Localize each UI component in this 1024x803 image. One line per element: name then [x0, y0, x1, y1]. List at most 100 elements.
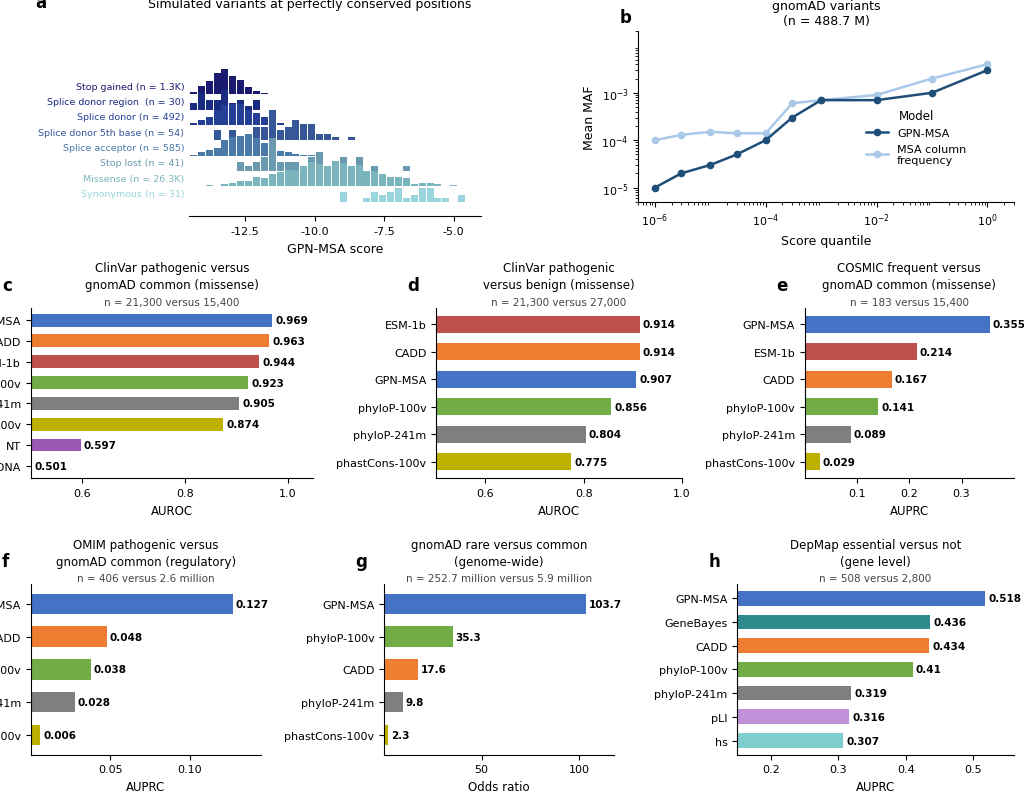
Bar — [261, 118, 268, 126]
Bar — [190, 426, 586, 443]
Bar — [276, 173, 284, 187]
Bar — [300, 167, 307, 187]
Bar — [395, 177, 402, 187]
Text: 35.3: 35.3 — [456, 632, 481, 642]
Bar — [805, 344, 916, 361]
Bar — [229, 104, 237, 111]
Text: 17.6: 17.6 — [421, 665, 447, 675]
Text: Splice donor (n = 492): Splice donor (n = 492) — [77, 113, 184, 122]
Bar — [285, 162, 292, 172]
Bar — [384, 594, 587, 614]
Bar — [190, 399, 611, 416]
Bar — [384, 725, 388, 745]
Text: 0.038: 0.038 — [94, 665, 127, 675]
Bar — [0, 439, 81, 452]
Bar — [206, 82, 213, 96]
Bar — [636, 615, 930, 630]
Title: ClinVar pathogenic
versus benign (missense): ClinVar pathogenic versus benign (missen… — [483, 262, 635, 291]
Bar — [348, 166, 354, 187]
MSA column
frequency — [870, 91, 883, 100]
Bar — [268, 174, 275, 187]
Text: 0.355: 0.355 — [992, 320, 1024, 330]
Bar — [276, 162, 284, 172]
Bar — [805, 454, 820, 471]
Bar — [300, 167, 307, 172]
Bar — [189, 92, 197, 96]
Bar — [245, 135, 252, 157]
X-axis label: AUROC: AUROC — [538, 504, 581, 517]
Bar — [316, 153, 323, 172]
Text: Splice donor region  (n = 30): Splice donor region (n = 30) — [47, 98, 184, 107]
Text: 0.944: 0.944 — [262, 357, 295, 367]
GPN-MSA — [815, 96, 827, 106]
Bar — [387, 177, 394, 187]
Bar — [384, 626, 453, 647]
MSA column
frequency — [981, 60, 993, 70]
Text: 0.804: 0.804 — [589, 430, 622, 440]
Text: n = 508 versus 2,800: n = 508 versus 2,800 — [819, 573, 932, 584]
Bar — [293, 155, 299, 157]
Bar — [238, 162, 244, 172]
Bar — [0, 397, 239, 410]
Bar — [190, 316, 640, 333]
Bar — [285, 171, 292, 187]
Bar — [238, 138, 244, 141]
Text: 0.914: 0.914 — [643, 347, 676, 357]
Bar — [238, 100, 244, 111]
Bar — [206, 151, 213, 157]
Bar — [324, 134, 331, 141]
Bar — [229, 104, 237, 126]
Bar — [214, 112, 220, 126]
Bar — [221, 70, 228, 96]
Bar — [198, 88, 205, 96]
Bar — [198, 94, 205, 111]
Bar — [419, 184, 426, 187]
Text: n = 183 versus 15,400: n = 183 versus 15,400 — [850, 297, 969, 308]
Title: DepMap essential versus not
(gene level): DepMap essential versus not (gene level) — [790, 538, 962, 568]
Title: ClinVar pathogenic versus
gnomAD common (missense): ClinVar pathogenic versus gnomAD common … — [85, 262, 259, 291]
Bar — [253, 100, 260, 111]
Bar — [293, 171, 299, 187]
Bar — [364, 199, 371, 202]
Bar — [308, 124, 315, 141]
Bar — [268, 139, 275, 172]
Text: f: f — [2, 552, 9, 571]
Legend: GPN-MSA, MSA column
frequency: GPN-MSA, MSA column frequency — [861, 106, 971, 170]
Bar — [0, 460, 32, 473]
Text: Splice acceptor (n = 585): Splice acceptor (n = 585) — [62, 144, 184, 153]
Bar — [805, 371, 892, 388]
Text: h: h — [709, 552, 720, 571]
Bar — [636, 662, 912, 677]
Bar — [206, 118, 213, 126]
Bar — [229, 77, 237, 96]
Bar — [268, 122, 275, 126]
Bar — [245, 107, 252, 111]
GPN-MSA — [705, 161, 717, 170]
MSA column
frequency — [815, 96, 827, 106]
Bar — [402, 179, 410, 187]
Bar — [0, 418, 223, 431]
GPN-MSA — [731, 150, 743, 160]
Text: Stop gained (n = 1.3K): Stop gained (n = 1.3K) — [76, 83, 184, 92]
MSA column
frequency — [649, 137, 662, 146]
Bar — [31, 659, 91, 680]
Text: 0.089: 0.089 — [854, 430, 887, 440]
Bar — [419, 189, 426, 202]
Text: 0.214: 0.214 — [920, 347, 952, 357]
Line: MSA column
frequency: MSA column frequency — [652, 62, 990, 144]
Bar — [340, 157, 347, 172]
Bar — [293, 162, 299, 172]
Bar — [427, 189, 433, 202]
GPN-MSA — [760, 137, 772, 146]
Bar — [340, 164, 347, 187]
Text: n = 21,300 versus 27,000: n = 21,300 versus 27,000 — [492, 297, 627, 308]
MSA column
frequency — [926, 75, 938, 84]
Text: 0.518: 0.518 — [989, 593, 1022, 604]
Bar — [308, 162, 315, 187]
Bar — [198, 153, 205, 157]
Bar — [805, 399, 879, 416]
Bar — [364, 172, 371, 187]
Bar — [206, 185, 213, 187]
Bar — [805, 316, 990, 333]
Bar — [253, 178, 260, 187]
